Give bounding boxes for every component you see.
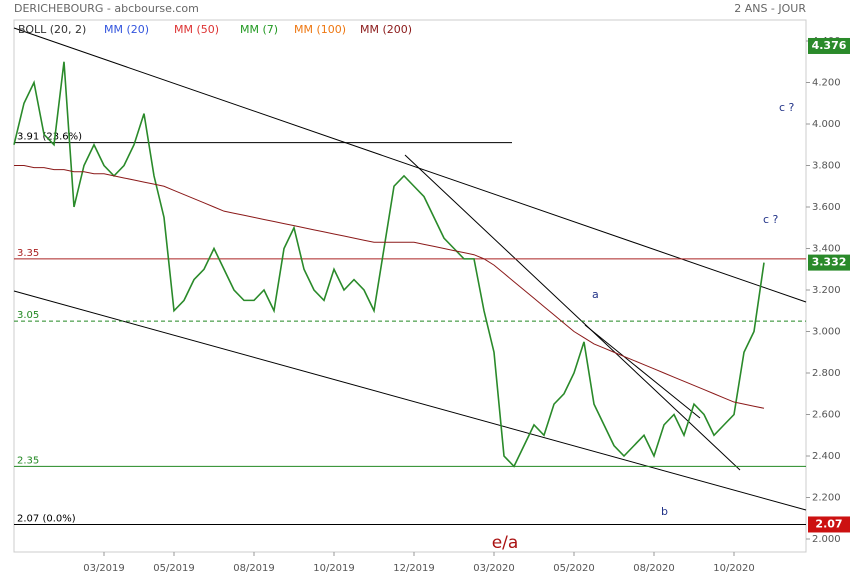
chart-subtitle: 2 ANS - JOUR (734, 2, 806, 15)
legend-entry: MM (100) (294, 23, 346, 36)
annotation: c ? (779, 101, 795, 114)
legend-entry: BOLL (20, 2) (18, 23, 86, 36)
y-tick-label: 2.000 (812, 534, 841, 545)
legend-entry: MM (50) (174, 23, 219, 36)
y-tick-label: 4.200 (812, 78, 841, 89)
annotation: e/a (492, 533, 519, 553)
y-tick-label: 3.800 (812, 161, 841, 172)
trend-line (13, 290, 807, 511)
annotation: a (592, 288, 599, 301)
trend-line (584, 324, 701, 419)
price-tag-label: 2.07 (815, 517, 842, 530)
price-tag (808, 516, 850, 533)
chart-title: DERICHEBOURG - abcbourse.com (14, 2, 199, 15)
level-label: 3.91 (23.6%) (17, 132, 82, 143)
y-tick-label: 2.600 (812, 410, 841, 421)
x-tick-label: 08/2019 (233, 563, 275, 574)
annotation: c ? (763, 213, 779, 226)
x-tick-label: 03/2020 (473, 563, 515, 574)
price-tag-label: 4.376 (812, 39, 847, 52)
x-tick-label: 03/2019 (83, 563, 125, 574)
annotation: b (661, 505, 668, 518)
x-tick-label: 10/2020 (713, 563, 755, 574)
price-line (13, 61, 765, 468)
y-tick-label: 4.000 (812, 119, 841, 130)
trend-line (13, 27, 807, 303)
level-label: 3.35 (17, 248, 39, 259)
legend-entry: MM (20) (104, 23, 149, 36)
level-label: 2.35 (17, 455, 39, 466)
y-tick-label: 2.800 (812, 368, 841, 379)
y-tick-label: 3.000 (812, 327, 841, 338)
x-tick-label: 08/2020 (633, 563, 675, 574)
price-line (14, 165, 765, 409)
x-tick-label: 10/2019 (313, 563, 355, 574)
level-label: 3.05 (17, 310, 39, 321)
y-tick-label: 3.200 (812, 285, 841, 296)
price-tag (808, 37, 850, 54)
x-tick-label: 12/2019 (393, 563, 435, 574)
plot-frame (13, 19, 807, 553)
x-tick-label: 05/2019 (153, 563, 195, 574)
legend-entry: MM (7) (240, 23, 278, 36)
price-tag (808, 254, 850, 271)
trend-line (404, 154, 741, 471)
y-tick-label: 2.200 (812, 493, 841, 504)
x-tick-label: 05/2020 (553, 563, 595, 574)
y-tick-label: 3.600 (812, 202, 841, 213)
level-label: 2.07 (0.0%) (17, 513, 76, 524)
legend-entry: MM (200) (360, 23, 412, 36)
price-tag-label: 3.332 (812, 256, 847, 269)
y-tick-label: 3.400 (812, 244, 841, 255)
y-tick-label: 2.400 (812, 451, 841, 462)
